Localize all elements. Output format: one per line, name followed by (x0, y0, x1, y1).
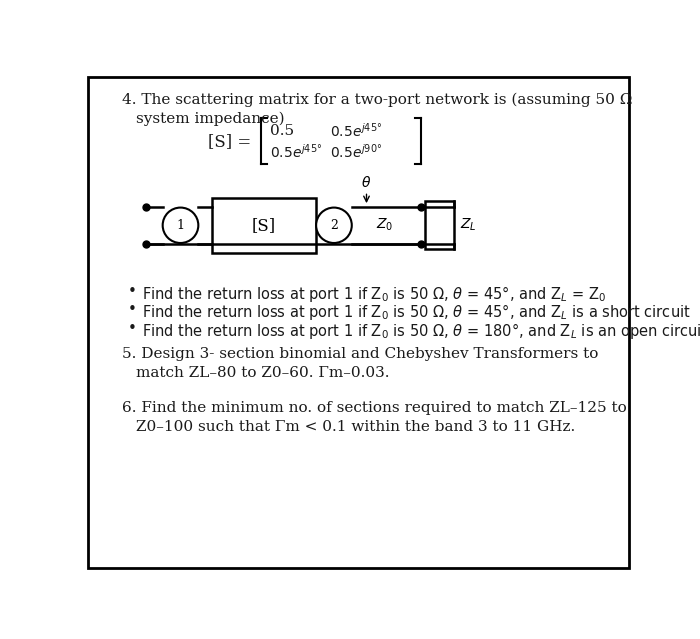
Text: $Z_0$: $Z_0$ (376, 217, 393, 233)
Text: 4. The scattering matrix for a two-port network is (assuming 50 Ω: 4. The scattering matrix for a two-port … (122, 93, 633, 107)
Text: $0.5e^{j45°}$: $0.5e^{j45°}$ (270, 143, 323, 161)
Text: $0.5e^{j45°}$: $0.5e^{j45°}$ (330, 121, 382, 139)
Text: $\theta$: $\theta$ (361, 175, 372, 190)
Text: [S] =: [S] = (208, 133, 251, 150)
Text: 2: 2 (330, 219, 338, 232)
Text: 0.5: 0.5 (270, 123, 295, 137)
Text: match ZL–80 to Z0–60. Γm–0.03.: match ZL–80 to Z0–60. Γm–0.03. (136, 366, 389, 380)
Circle shape (316, 208, 352, 243)
Text: Find the return loss at port 1 if Z$_0$ is 50 $\Omega$, $\theta$ = 180$°$, and Z: Find the return loss at port 1 if Z$_0$ … (141, 321, 700, 341)
Circle shape (162, 208, 198, 243)
Text: 1: 1 (176, 219, 185, 232)
Text: $0.5e^{j90°}$: $0.5e^{j90°}$ (330, 143, 382, 161)
Bar (425, 201, 454, 249)
Text: 6. Find the minimum no. of sections required to match ZL–125 to: 6. Find the minimum no. of sections requ… (122, 401, 627, 415)
Text: $Z_L$: $Z_L$ (459, 217, 476, 233)
Text: 5. Design 3- section binomial and Chebyshev Transformers to: 5. Design 3- section binomial and Chebys… (122, 347, 598, 361)
Bar (211, 197, 316, 253)
Text: [S]: [S] (252, 217, 276, 234)
Text: •: • (128, 321, 136, 335)
Text: Find the return loss at port 1 if Z$_0$ is 50 $\Omega$, $\theta$ = 45$°$, and Z$: Find the return loss at port 1 if Z$_0$ … (141, 284, 606, 304)
Text: Find the return loss at port 1 if Z$_0$ is 50 $\Omega$, $\theta$ = 45$°$, and Z$: Find the return loss at port 1 if Z$_0$ … (141, 302, 690, 322)
Text: Z0–100 such that Γm < 0.1 within the band 3 to 11 GHz.: Z0–100 such that Γm < 0.1 within the ban… (136, 420, 575, 434)
Text: system impedance): system impedance) (136, 112, 284, 127)
Text: •: • (128, 284, 136, 299)
Text: •: • (128, 302, 136, 318)
